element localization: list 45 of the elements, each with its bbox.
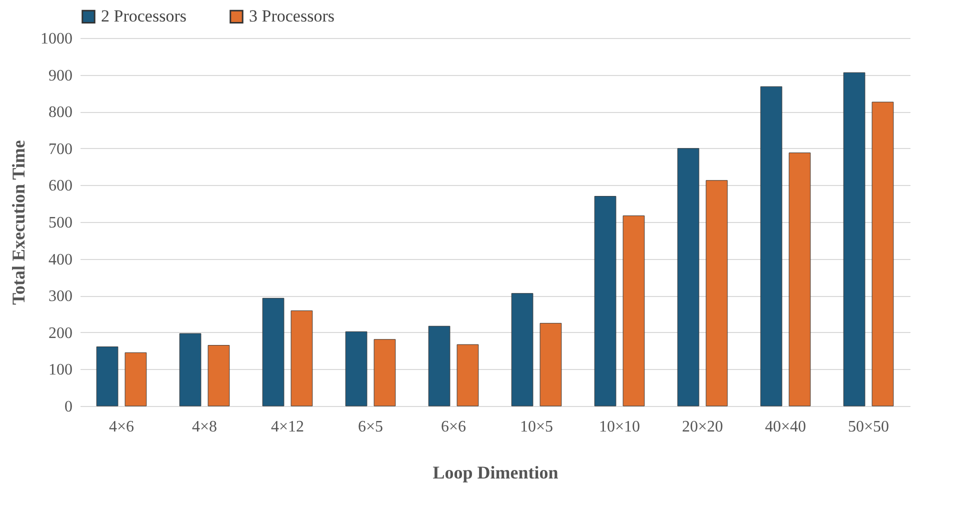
- x-tick-label: 40×40: [764, 418, 806, 436]
- bar: [622, 215, 645, 406]
- y-tick-label: 0: [64, 398, 72, 416]
- bar: [872, 102, 894, 406]
- y-tick-label: 300: [48, 288, 72, 306]
- y-tick-label: 1000: [40, 30, 72, 48]
- bar: [540, 322, 562, 406]
- x-tick-label: 4×8: [192, 418, 218, 436]
- x-tick-label: 4×6: [108, 418, 134, 436]
- bar: [374, 339, 396, 406]
- bar: [262, 298, 284, 406]
- x-tick-label: 10×10: [598, 418, 640, 436]
- bar: [706, 180, 728, 406]
- x-tick-label: 6×6: [440, 418, 466, 436]
- bar: [96, 346, 118, 406]
- bar: [843, 72, 866, 406]
- bar: [511, 293, 534, 406]
- x-tick-label: 10×5: [520, 418, 554, 436]
- y-tick-label: 800: [48, 104, 72, 122]
- x-tick-label: 6×5: [358, 418, 384, 436]
- y-tick-label: 500: [48, 214, 72, 232]
- bar: [208, 345, 230, 406]
- y-axis-title: Total Execution Time: [8, 140, 28, 305]
- bar: [456, 344, 479, 406]
- bar: [124, 352, 147, 406]
- bar: [677, 148, 700, 406]
- bar: [788, 152, 811, 406]
- y-tick-label: 100: [48, 362, 72, 379]
- x-axis-title: Loop Dimention: [432, 462, 558, 482]
- x-tick-label: 4×12: [270, 418, 304, 436]
- bar: [594, 196, 616, 406]
- y-tick-label: 600: [48, 178, 72, 195]
- bar: [345, 331, 368, 406]
- legend-label: 2 Processors: [101, 6, 186, 26]
- legend-label: 3 Processors: [249, 6, 334, 26]
- bar: [428, 326, 450, 406]
- bar: [179, 333, 202, 406]
- bar: [760, 86, 782, 406]
- y-tick-label: 400: [48, 251, 72, 268]
- x-tick-label: 50×50: [848, 418, 890, 436]
- y-tick-label: 200: [48, 324, 72, 342]
- x-tick-label: 20×20: [682, 418, 724, 436]
- y-tick-label: 900: [48, 67, 72, 84]
- y-tick-label: 700: [48, 140, 72, 158]
- bar: [290, 310, 313, 406]
